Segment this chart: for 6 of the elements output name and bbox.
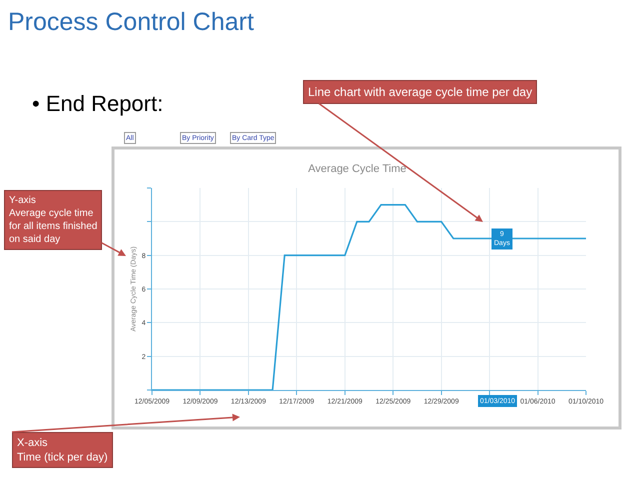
text: Y-axis Average cycle time for all items finished on said day — [9, 195, 98, 245]
chart-title: Average Cycle Time — [308, 162, 406, 175]
text: Line chart with average cycle time per day — [308, 85, 532, 99]
text: • End Report: — [32, 91, 164, 116]
text: X-axis Time (tick per day) — [17, 437, 108, 464]
text: Process Control Chart — [8, 8, 254, 36]
